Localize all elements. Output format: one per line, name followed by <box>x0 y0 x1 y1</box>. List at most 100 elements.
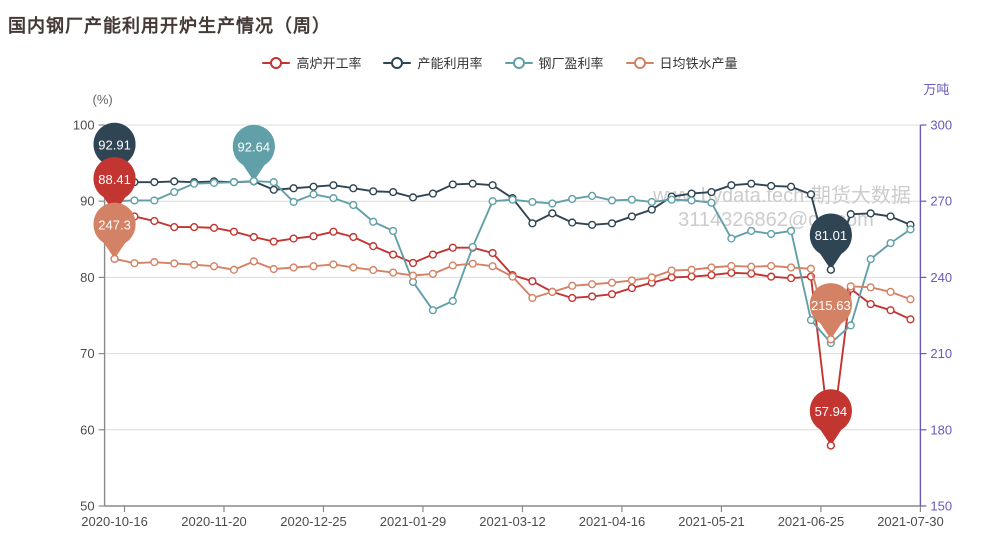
data-point <box>846 321 855 330</box>
data-point <box>707 187 716 197</box>
data-point <box>568 218 577 227</box>
data-point <box>150 216 159 226</box>
legend-item-1[interactable]: 高炉开工率 <box>262 53 361 72</box>
data-point <box>886 306 895 315</box>
data-point <box>806 264 816 273</box>
axis-label: 150 <box>930 499 952 514</box>
data-point <box>707 271 716 280</box>
legend-label: 钢厂盈利率 <box>538 56 604 71</box>
data-point <box>886 212 895 221</box>
data-point <box>587 292 597 301</box>
data-point <box>667 266 676 275</box>
data-point <box>687 272 696 281</box>
data-point <box>607 196 617 205</box>
legend-label: 日均铁水产量 <box>659 56 738 71</box>
data-point <box>289 184 298 193</box>
right-axis-name: 万吨 <box>923 82 949 97</box>
data-point <box>269 264 278 274</box>
data-point <box>747 269 756 278</box>
data-point <box>786 274 796 283</box>
data-point <box>448 243 457 252</box>
chart-title: 国内钢厂产能利用开炉生产情况（周） <box>8 16 331 36</box>
data-point <box>209 262 219 271</box>
data-point <box>647 197 656 207</box>
axis-label: 90 <box>80 194 94 209</box>
data-point <box>249 232 258 242</box>
legend-item-3[interactable]: 钢厂盈利率 <box>504 53 604 72</box>
data-point <box>448 296 457 306</box>
legend-item-2[interactable]: 产能利用率 <box>383 53 483 72</box>
data-point <box>508 272 517 281</box>
left-axis-name: (%) <box>92 92 112 107</box>
data-point <box>627 283 636 293</box>
data-point <box>548 199 557 208</box>
data-point <box>190 260 199 269</box>
marker-pin-label: 215.63 <box>811 298 851 313</box>
data-point <box>767 229 776 239</box>
data-point <box>727 234 736 243</box>
data-point <box>349 184 358 193</box>
data-point <box>687 189 696 198</box>
data-point <box>249 257 258 266</box>
data-point <box>309 190 318 199</box>
data-point <box>786 263 796 272</box>
legend-item-4[interactable]: 日均铁水产量 <box>625 53 738 72</box>
data-point <box>707 263 716 272</box>
marker-pin-head <box>232 126 275 169</box>
data-point <box>130 196 139 205</box>
data-point <box>727 181 736 190</box>
data-point <box>150 196 159 205</box>
chart-legend: 高炉开工率 产能利用率 钢厂盈利率 日均铁水产量 <box>0 53 1000 72</box>
data-point <box>448 261 457 270</box>
data-point <box>150 178 159 187</box>
data-point <box>806 315 816 325</box>
data-point <box>269 178 278 187</box>
data-point <box>428 250 438 259</box>
data-point <box>627 195 636 204</box>
data-point <box>528 277 537 286</box>
data-point <box>329 194 338 203</box>
line-circle-icon <box>383 56 412 69</box>
data-point <box>408 271 418 280</box>
data-point <box>289 263 298 272</box>
line-circle-icon <box>262 56 291 69</box>
data-point <box>170 177 179 186</box>
line-circle-icon <box>625 56 654 69</box>
data-point <box>826 335 835 344</box>
data-point <box>767 272 776 281</box>
marker-pin-head <box>809 214 852 257</box>
axis-label: 300 <box>930 118 952 133</box>
marker-pin-head <box>93 124 136 167</box>
data-point <box>667 273 676 282</box>
axis-label: 50 <box>80 499 94 514</box>
axis-label: 2021-03-12 <box>479 514 546 529</box>
data-point <box>627 276 636 285</box>
data-point <box>647 205 656 214</box>
data-point <box>110 254 119 263</box>
axis-label: 2021-05-21 <box>678 514 745 529</box>
data-point <box>587 191 597 200</box>
data-point <box>229 178 239 187</box>
marker-pin-label: 88.41 <box>98 172 131 187</box>
data-point <box>428 306 438 315</box>
marker-pin-label: 81.01 <box>815 228 848 243</box>
data-point <box>607 290 617 299</box>
data-point <box>568 293 577 303</box>
data-point <box>806 190 816 199</box>
data-point <box>906 315 915 324</box>
marker-pin-label: 92.91 <box>98 138 131 153</box>
data-point <box>229 227 239 236</box>
axis-label: 180 <box>930 422 952 437</box>
data-point <box>448 180 457 189</box>
data-point <box>408 193 418 202</box>
data-point <box>289 234 298 243</box>
data-point <box>747 179 756 188</box>
data-point <box>587 220 597 229</box>
marker-pin-head <box>809 390 852 433</box>
data-point <box>866 283 875 292</box>
data-point <box>349 232 358 242</box>
data-point <box>369 242 378 251</box>
data-point <box>826 265 835 274</box>
data-point <box>369 265 378 275</box>
